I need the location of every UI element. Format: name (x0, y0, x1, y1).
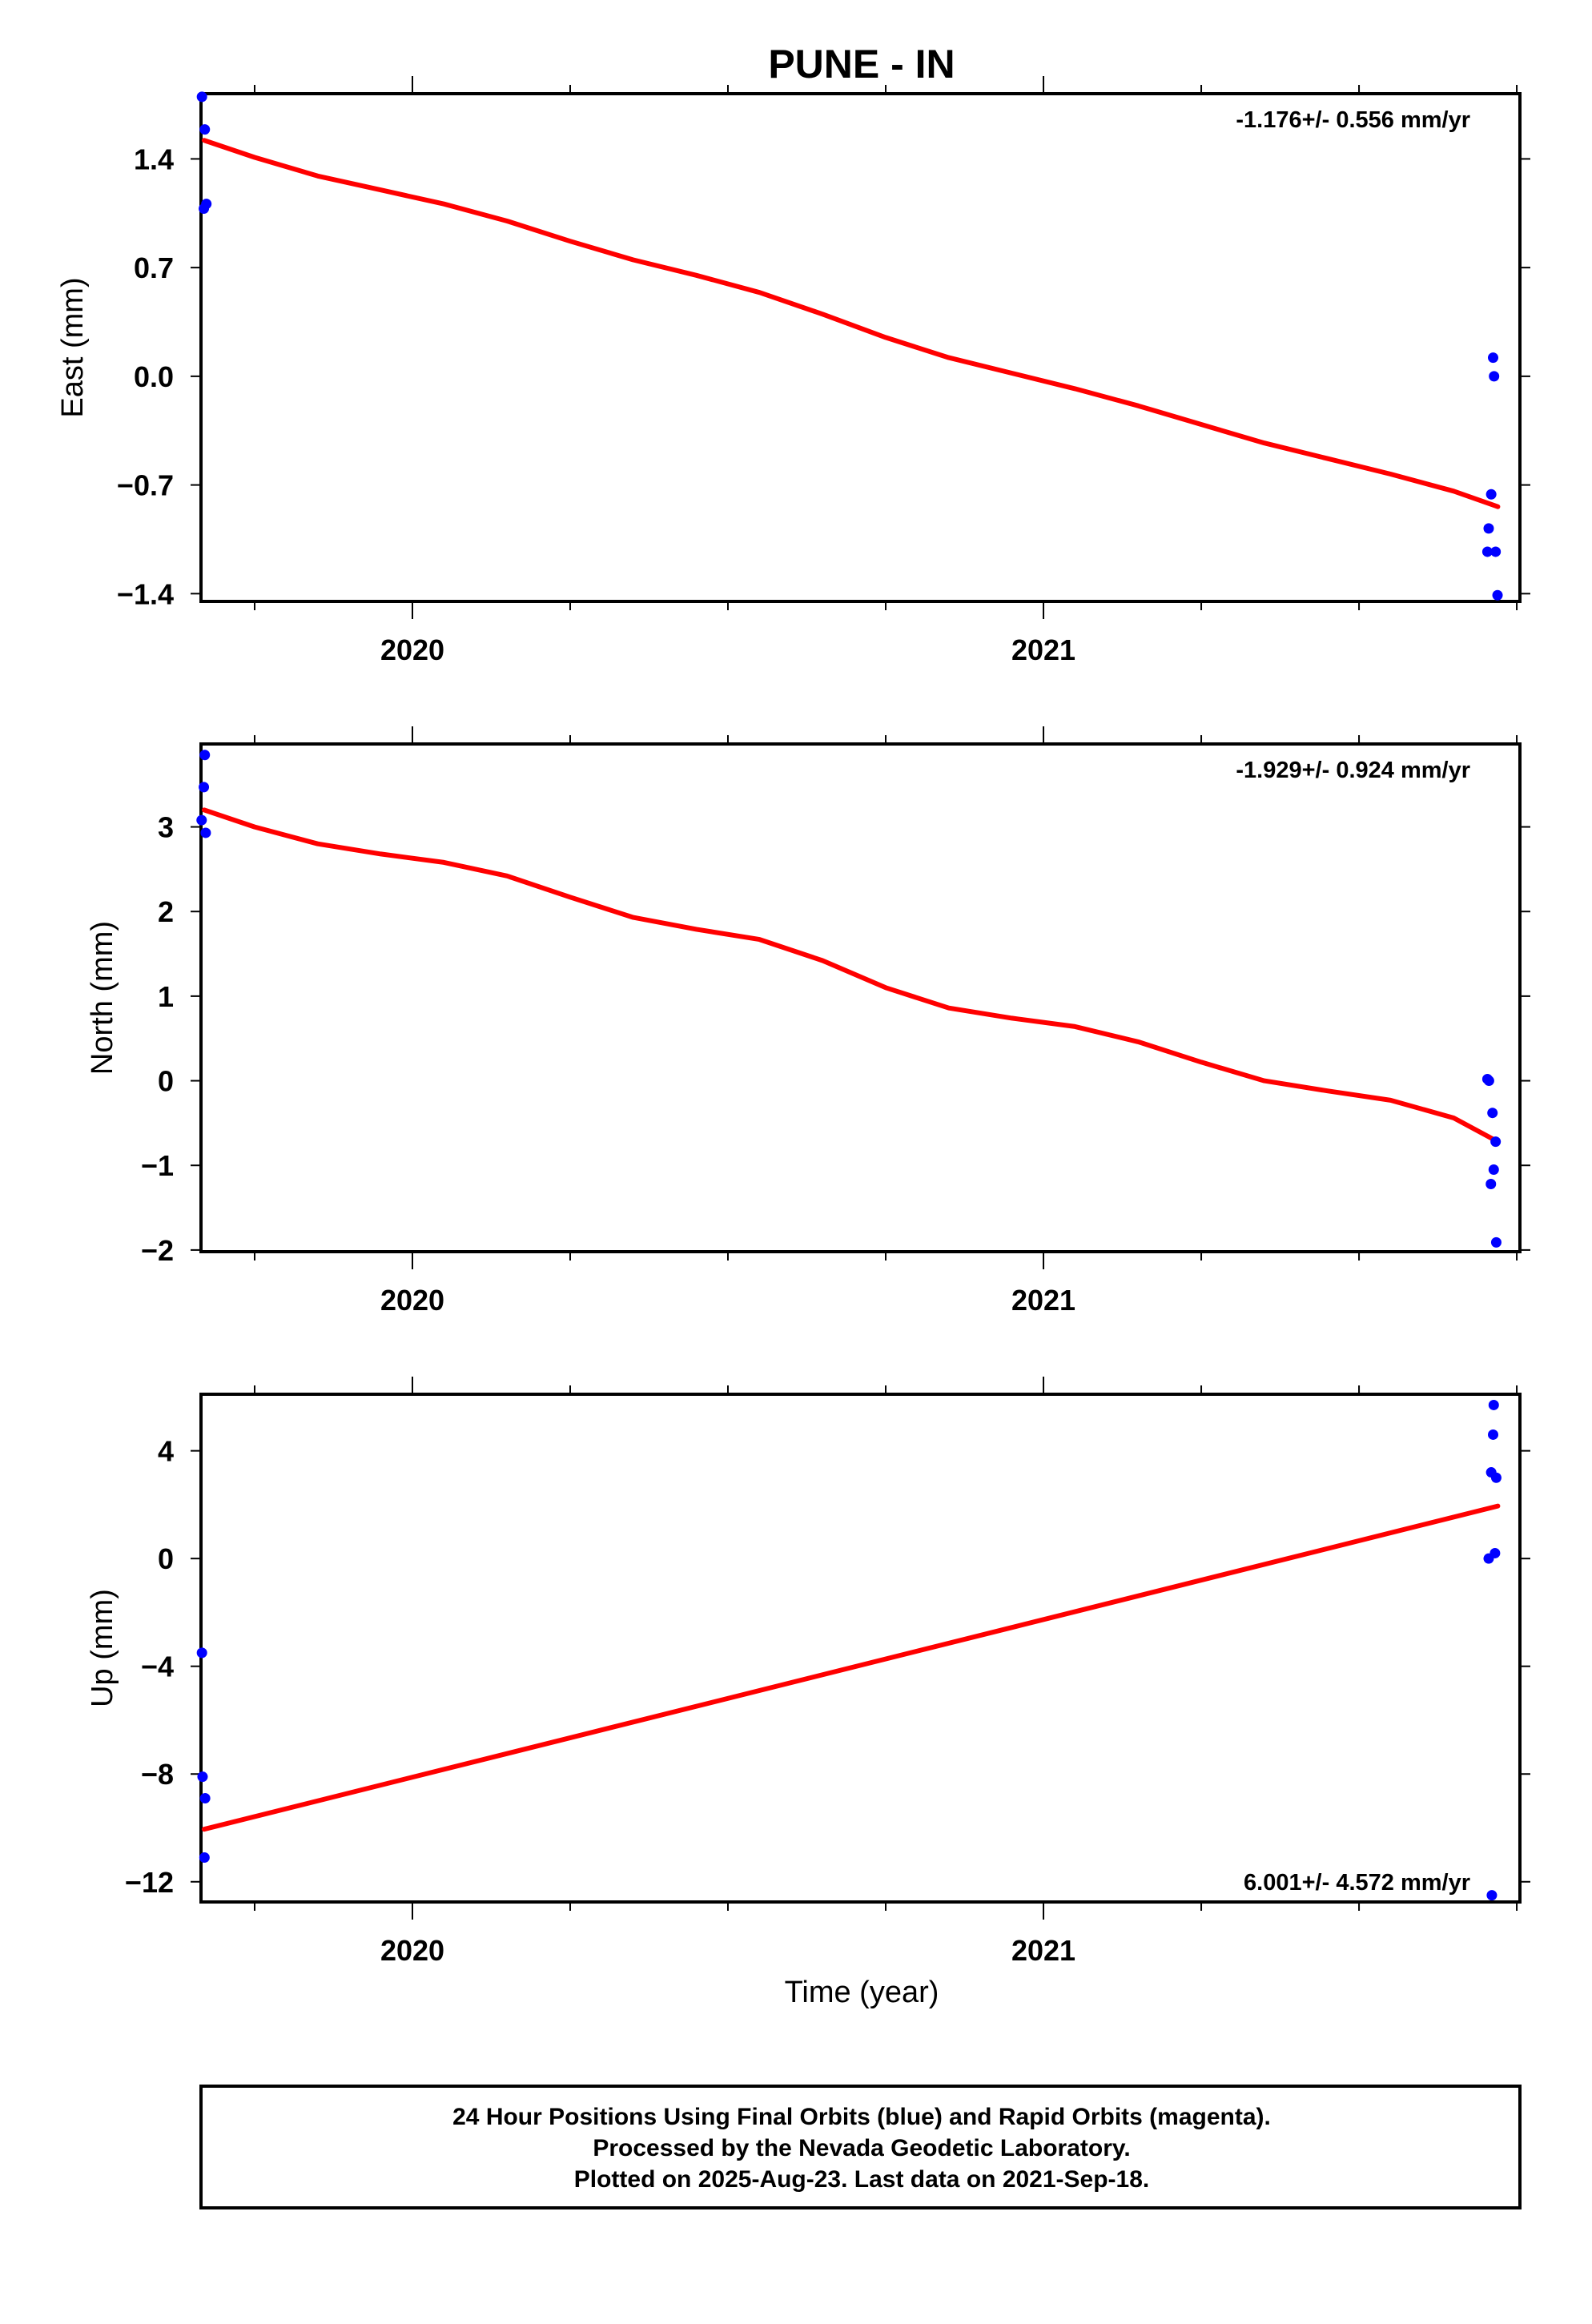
east-rate-label: -1.176+/- 0.556 mm/yr (1236, 107, 1470, 133)
east-trend-line (201, 138, 1501, 509)
north-data-point (1490, 1136, 1502, 1148)
east-ytick-label: −1.4 (117, 577, 174, 610)
north-data-point (1490, 1236, 1502, 1248)
east-data-point (199, 124, 211, 135)
up-data-point (199, 1852, 210, 1864)
north-ytick-label: −2 (141, 1234, 174, 1267)
up-data-point (196, 1647, 207, 1659)
north-data-point (199, 750, 211, 761)
up-ytick-label: −12 (125, 1866, 174, 1899)
up-ytick-label: −8 (141, 1758, 174, 1791)
up-data-point (1488, 1429, 1499, 1440)
east-plot-frame (199, 92, 1522, 603)
east-xtick-label: 2020 (380, 633, 444, 666)
east-data-point (1481, 546, 1493, 557)
north-ytick-label: 2 (158, 895, 174, 928)
up-plot-frame (199, 1393, 1522, 1904)
north-ytick-label: 0 (158, 1065, 174, 1098)
east-data-point (1492, 589, 1503, 601)
up-xtick-label: 2020 (380, 1934, 444, 1967)
up-rate-label: 6.001+/- 4.572 mm/yr (1244, 1870, 1470, 1896)
east-data-point (1488, 352, 1499, 364)
east-data-point (1489, 371, 1500, 382)
north-ytick-label: 1 (158, 980, 174, 1013)
east-ytick-label: 0.7 (134, 251, 174, 284)
north-xtick-label: 2021 (1011, 1284, 1075, 1317)
up-trend-line (201, 1503, 1501, 1832)
east-data-point (196, 91, 207, 103)
footer-line-3: Plotted on 2025-Aug-23. Last data on 202… (574, 2166, 1150, 2193)
footer-line-1: 24 Hour Positions Using Final Orbits (bl… (452, 2104, 1271, 2130)
north-data-point (1485, 1178, 1497, 1189)
footer-line-2: Processed by the Nevada Geodetic Laborat… (593, 2135, 1130, 2161)
up-data-point (199, 1793, 211, 1804)
footer-box (199, 2085, 1522, 2209)
chart-title: PUNE - IN (768, 42, 955, 86)
north-ytick-label: −1 (141, 1149, 174, 1182)
east-data-point (1483, 523, 1494, 534)
north-data-point (199, 782, 210, 793)
up-ytick-label: −4 (141, 1651, 174, 1683)
north-data-point (196, 814, 207, 826)
north-data-point (200, 827, 211, 838)
north-data-point (1483, 1076, 1494, 1087)
north-y-axis-label: North (mm) (86, 921, 119, 1075)
up-ytick-label: 0 (158, 1542, 174, 1575)
up-ytick-label: 4 (158, 1435, 174, 1468)
north-data-point (1488, 1164, 1499, 1176)
up-y-axis-label: Up (mm) (86, 1589, 119, 1707)
north-ytick-label: 3 (158, 811, 174, 844)
north-trend-line (201, 807, 1501, 1144)
up-data-point (1486, 1890, 1498, 1901)
north-data-point (1487, 1108, 1498, 1119)
east-y-axis-label: East (mm) (56, 277, 90, 417)
east-data-point (1490, 546, 1502, 557)
east-data-point (199, 203, 210, 214)
up-data-point (197, 1771, 208, 1783)
east-data-point (1485, 489, 1497, 500)
east-xtick-label: 2021 (1011, 633, 1075, 666)
north-plot-frame (199, 742, 1522, 1253)
east-ytick-label: −0.7 (117, 469, 174, 502)
up-xtick-label: 2021 (1011, 1934, 1075, 1967)
up-data-point (1483, 1553, 1494, 1564)
east-ytick-label: 1.4 (134, 143, 174, 175)
up-data-point (1488, 1399, 1499, 1410)
north-rate-label: -1.929+/- 0.924 mm/yr (1236, 758, 1470, 783)
north-xtick-label: 2020 (380, 1284, 444, 1317)
east-ytick-label: 0.0 (134, 360, 174, 393)
x-axis-label: Time (year) (785, 1976, 939, 2009)
up-data-point (1490, 1472, 1502, 1483)
